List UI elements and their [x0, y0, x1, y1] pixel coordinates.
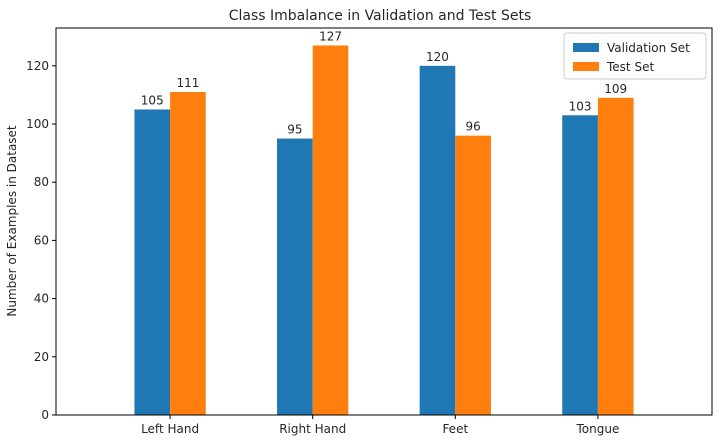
data-label-test-2: 96 [465, 120, 480, 134]
y-tick-label-2: 40 [34, 292, 49, 306]
y-tick-label-4: 80 [34, 175, 49, 189]
data-label-validation-2: 120 [426, 50, 449, 64]
x-tick-label-3: Tongue [575, 422, 619, 436]
bar-test-2 [455, 135, 491, 415]
legend-label-0: Validation Set [607, 41, 690, 55]
bar-test-0 [170, 92, 206, 415]
bar-validation-0 [134, 109, 171, 415]
bar-validation-2 [419, 65, 456, 416]
chart-title: Class Imbalance in Validation and Test S… [229, 8, 532, 24]
legend-label-1: Test Set [606, 60, 654, 74]
y-tick-label-0: 0 [41, 408, 49, 422]
y-tick-label-5: 100 [26, 117, 49, 131]
x-axis-ticks: Left Hand Right Hand Feet Tongue [141, 415, 619, 436]
bar-test-3 [597, 97, 634, 415]
data-label-test-3: 109 [604, 82, 627, 96]
data-labels: 105 95 120 103 111 127 96 109 [141, 29, 627, 136]
data-label-test-1: 127 [319, 29, 342, 43]
legend: Validation Set Test Set [563, 32, 707, 80]
x-tick-label-2: Feet [442, 422, 468, 436]
x-tick-label-1: Right Hand [279, 422, 346, 436]
bar-validation-1 [277, 138, 313, 416]
bars-group [134, 45, 634, 416]
data-label-validation-1: 95 [287, 123, 302, 137]
y-tick-label-1: 20 [34, 350, 49, 364]
bar-test-1 [312, 45, 349, 415]
y-axis-ticks: 0 20 40 60 80 100 120 [26, 59, 56, 422]
y-tick-label-6: 120 [26, 59, 49, 73]
bar-validation-3 [562, 115, 598, 415]
x-tick-label-0: Left Hand [141, 422, 199, 436]
y-tick-label-3: 60 [34, 233, 49, 247]
plot-frame [55, 27, 713, 416]
data-label-test-0: 111 [176, 76, 199, 90]
legend-swatch-1 [573, 62, 599, 71]
data-label-validation-0: 105 [141, 93, 164, 107]
legend-swatch-0 [573, 43, 599, 52]
legend-box [563, 32, 707, 80]
y-axis-title: Number of Examples in Dataset [5, 125, 19, 317]
data-label-validation-3: 103 [569, 99, 592, 113]
